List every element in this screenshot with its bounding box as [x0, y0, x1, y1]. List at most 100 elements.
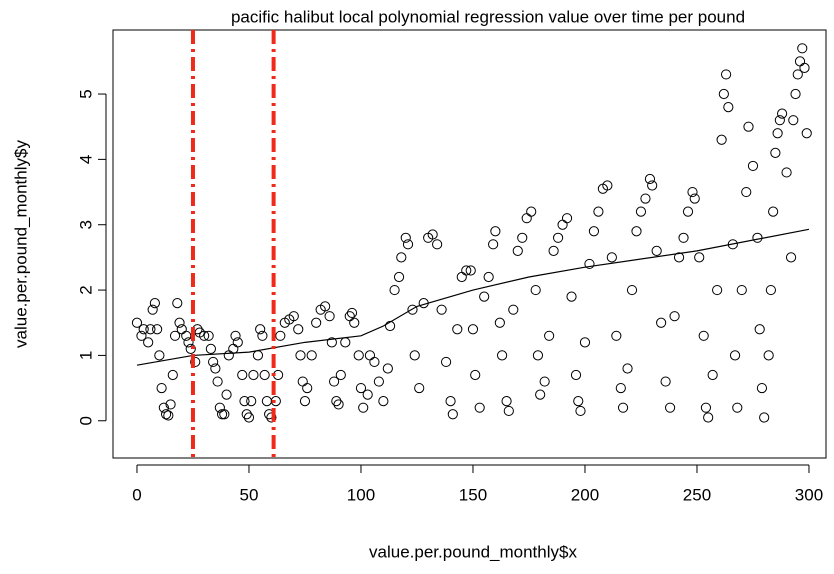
- point: [241, 409, 252, 420]
- point: [409, 350, 420, 361]
- point: [797, 43, 808, 54]
- point: [181, 330, 192, 341]
- point: [678, 232, 689, 243]
- point: [358, 402, 369, 413]
- point: [331, 396, 342, 407]
- point: [703, 412, 714, 423]
- point: [407, 304, 418, 315]
- y-tick-label: 5: [76, 89, 95, 98]
- point: [373, 376, 384, 387]
- point: [716, 134, 727, 145]
- point: [232, 337, 243, 348]
- point: [770, 147, 781, 158]
- point: [393, 271, 405, 283]
- point: [689, 193, 700, 204]
- point: [517, 232, 528, 243]
- point: [299, 396, 311, 407]
- point: [570, 369, 582, 381]
- point: [396, 252, 407, 263]
- point: [566, 291, 577, 302]
- point: [154, 350, 165, 361]
- point: [288, 311, 299, 322]
- point: [131, 317, 143, 328]
- point: [333, 399, 344, 410]
- point: [349, 317, 360, 328]
- point: [496, 350, 508, 361]
- point: [788, 115, 799, 126]
- point: [669, 311, 680, 322]
- point: [651, 245, 662, 256]
- point: [741, 186, 752, 198]
- point: [252, 350, 264, 361]
- point: [436, 304, 447, 315]
- point: [521, 213, 532, 224]
- point: [340, 337, 351, 348]
- point: [427, 229, 438, 240]
- y-tick-label: 2: [76, 285, 95, 294]
- point: [656, 317, 667, 328]
- y-tick-label: 3: [76, 220, 95, 229]
- point: [302, 382, 313, 394]
- point: [389, 284, 400, 296]
- point: [723, 102, 734, 113]
- point: [440, 356, 452, 368]
- point: [261, 396, 272, 407]
- point: [752, 232, 763, 243]
- point: [660, 376, 671, 387]
- point: [205, 343, 216, 354]
- point: [152, 324, 163, 335]
- point: [488, 239, 499, 250]
- point: [353, 350, 364, 361]
- point: [535, 389, 546, 400]
- point: [384, 320, 396, 332]
- point: [781, 167, 792, 178]
- point: [183, 337, 194, 348]
- point: [230, 330, 241, 341]
- point: [145, 324, 156, 335]
- point: [622, 363, 633, 374]
- point: [190, 356, 201, 368]
- point: [736, 284, 747, 296]
- x-axis-label: value.per.pound_monthly$x: [369, 542, 577, 561]
- point: [474, 402, 485, 413]
- point: [136, 330, 147, 341]
- point: [257, 330, 268, 341]
- point: [143, 337, 154, 348]
- point: [539, 376, 550, 387]
- point: [346, 307, 358, 319]
- point: [326, 337, 337, 348]
- point: [617, 402, 629, 413]
- point: [456, 271, 467, 283]
- point: [467, 324, 479, 335]
- point: [579, 337, 591, 348]
- point: [794, 56, 806, 67]
- point: [414, 382, 425, 394]
- point: [243, 412, 255, 423]
- point: [729, 350, 741, 361]
- point: [593, 206, 604, 217]
- point: [167, 369, 178, 381]
- point: [799, 62, 810, 73]
- point: [785, 252, 797, 263]
- point: [221, 389, 232, 400]
- point: [369, 356, 380, 368]
- point: [364, 350, 376, 361]
- point: [561, 213, 573, 224]
- point: [470, 369, 481, 381]
- point: [664, 402, 676, 413]
- x-tick-label: 200: [571, 485, 599, 504]
- point: [682, 206, 694, 217]
- point: [801, 128, 812, 139]
- point: [606, 252, 617, 263]
- point: [640, 193, 651, 204]
- point: [165, 399, 176, 410]
- y-axis-label: value.per.pound_monthly$y: [11, 140, 30, 348]
- point: [320, 301, 331, 312]
- point: [172, 298, 183, 309]
- point: [768, 206, 779, 217]
- point: [228, 343, 239, 354]
- point: [754, 324, 765, 335]
- point: [756, 382, 768, 394]
- point: [743, 121, 754, 132]
- point: [452, 324, 463, 335]
